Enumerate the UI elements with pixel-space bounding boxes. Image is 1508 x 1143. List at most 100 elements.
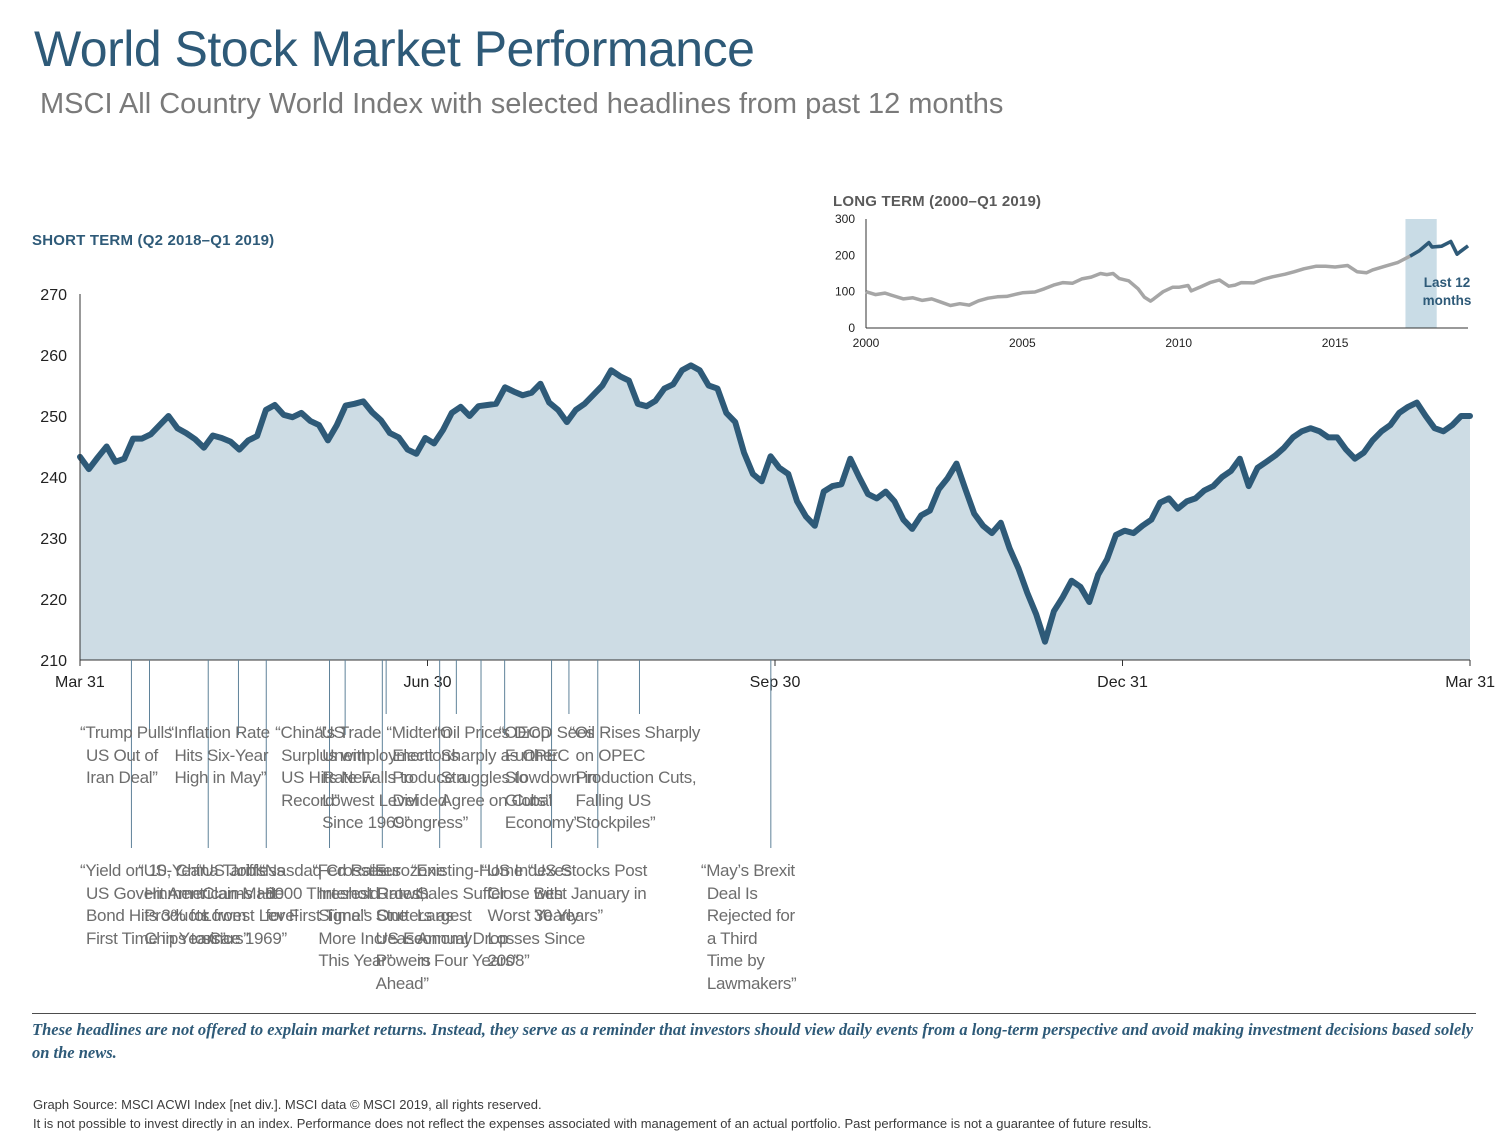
headline-text: “US Stocks Post Best January in 30 Years” xyxy=(527,860,648,928)
last-12-months-highlight xyxy=(1405,219,1437,328)
headline-line: Ahead” xyxy=(375,973,429,993)
headline-line: Lowest Level xyxy=(202,906,298,925)
headline-line: Rate Falls to xyxy=(322,768,414,787)
headline-line: for First Time” xyxy=(265,906,367,925)
headline-line: This Year” xyxy=(318,951,392,970)
headline-line: First Time in Years” xyxy=(86,928,226,948)
headline-line: Hit American-Made xyxy=(144,883,284,903)
x-tick-label: Mar 31 xyxy=(1445,674,1495,691)
inset-y-tick-label: 100 xyxy=(835,285,855,299)
inset-x-tick-label: 2005 xyxy=(1009,336,1036,350)
headline-line: Stockpiles” xyxy=(575,813,656,832)
headline-line: Worst Yearly xyxy=(487,906,580,925)
headline-line: Sharply as OPEC xyxy=(440,745,570,765)
headline-line: since 1969” xyxy=(202,928,287,948)
headline-text: “US Indexes Close with Worst Yearly Losses … xyxy=(482,860,586,973)
headline-line: Powers xyxy=(375,951,431,970)
headline-text: “Oil Prices Drop Sharply as OPEC Struggles… xyxy=(435,722,570,812)
headline-line: Stutters as xyxy=(375,906,454,925)
headline-line: Global xyxy=(504,790,553,810)
headline-line: High in May” xyxy=(174,768,267,787)
headline-line: Growth xyxy=(375,883,429,903)
headline-text: “US Jobless Claims Hit Lowest Level since 1… xyxy=(196,860,298,950)
y-tick-label: 240 xyxy=(40,470,67,487)
headline-line: on OPEC xyxy=(575,745,646,765)
headline-line: Since 1969” xyxy=(322,813,410,832)
headline-line: Congress” xyxy=(392,813,469,832)
inset-x-tick-label: 2015 xyxy=(1322,336,1349,350)
headline-line: US Economy xyxy=(375,928,473,948)
headline-line: Close with xyxy=(487,883,564,903)
headline-text: “May’s Brexit Deal Is Rejected for a Third T… xyxy=(701,860,797,995)
headline-text: “Existing-Home Sales Suffer Largest Annual … xyxy=(411,860,523,973)
headline-text: “OECD Sees Further Slowdown in Global Econom… xyxy=(499,722,597,835)
headline-line: “US xyxy=(316,723,345,742)
headline-line: Hits Six-Year xyxy=(174,745,269,765)
inset-x-tick-label: 2000 xyxy=(853,336,880,350)
headline-line: Economy” xyxy=(504,813,580,832)
headline-line: “Midterm xyxy=(386,723,451,742)
source-note: Graph Source: MSCI ACWI Index [net div.]… xyxy=(33,1097,542,1112)
inset-x-tick-label: 2010 xyxy=(1165,336,1192,350)
headline-line: Elections xyxy=(392,745,459,765)
headline-line: “US Stocks Post xyxy=(527,861,648,880)
x-tick-label: Jun 30 xyxy=(403,674,451,691)
highlight-label-line1: Last 12 xyxy=(1424,275,1471,290)
headline-line: in Four Years” xyxy=(417,951,519,970)
headline-line: Claims Hit xyxy=(202,883,277,903)
headline-line: Time by xyxy=(706,951,765,970)
short-term-label: SHORT TERM (Q2 2018–Q1 2019) xyxy=(32,232,275,249)
headline-line: 30 Years” xyxy=(533,906,603,925)
headline-line: Losses Since xyxy=(487,928,586,948)
x-tick-label: Dec 31 xyxy=(1097,674,1148,691)
headline-line: Deal Is xyxy=(706,883,758,903)
headline-text: “US, China Tariffs Hit American-Made Produ… xyxy=(138,860,284,950)
short-term-line xyxy=(77,362,1473,645)
headline-line: “Existing-Home xyxy=(411,861,523,880)
y-tick-label: 230 xyxy=(40,531,67,548)
short-term-area xyxy=(80,365,1470,660)
headline-line: “Oil Rises Sharply xyxy=(569,723,701,742)
headline-text: “Nasdaq Crosses 8000 Threshold for First T… xyxy=(260,860,387,928)
headline-line: Largest xyxy=(417,906,472,925)
headline-line: Lawmakers” xyxy=(706,973,797,993)
headline-line: Record” xyxy=(281,790,340,810)
headline-line: Bond Hits 3% for xyxy=(86,906,209,925)
headline-line: Produce a xyxy=(392,768,468,787)
headline-line: Slowdown in xyxy=(504,768,598,787)
headline-text: “Eurozone Growth Stutters as US Economy Powe… xyxy=(370,860,473,995)
inset-y-tick-label: 200 xyxy=(835,248,855,262)
headline-text: “US Unemployment Rate Falls to Lowest Level… xyxy=(316,722,433,835)
headline-line: US Hits New xyxy=(281,768,375,787)
performance-note: It is not possible to invest directly in… xyxy=(33,1116,1152,1131)
headline-text: “Oil Rises Sharply on OPEC Production Cuts… xyxy=(569,722,700,835)
headline-line: “Fed Raises xyxy=(312,861,401,880)
headline-line: Iran Deal” xyxy=(86,768,158,787)
y-tick-label: 260 xyxy=(40,348,67,365)
headline-text: “Inflation Rate Hits Six-Year High in May” xyxy=(168,722,270,790)
y-tick-label: 250 xyxy=(40,409,67,426)
headline-line: “China’s Trade xyxy=(275,723,382,742)
page-title: World Stock Market Performance xyxy=(34,21,755,77)
highlight-label-line2: months xyxy=(1423,293,1472,308)
y-tick-label: 270 xyxy=(40,287,67,304)
headline-line: Surplus with xyxy=(281,745,371,765)
long-term-line xyxy=(865,239,1470,308)
headline-line: “OECD Sees xyxy=(498,723,595,742)
headline-line: Products from xyxy=(144,906,247,925)
inset-y-tick-label: 300 xyxy=(835,212,855,226)
headline-line: Signals One xyxy=(318,906,408,925)
page-subtitle: MSCI All Country World Index with select… xyxy=(40,88,1004,120)
headline-line: Unemployment xyxy=(322,745,433,765)
headline-text: “China’s Trade Surplus with US Hits New Rec… xyxy=(275,722,381,812)
headline-line: Divided xyxy=(392,790,447,810)
headline-line: Agree on Cuts” xyxy=(440,790,551,810)
x-tick-label: Mar 31 xyxy=(55,674,105,691)
headline-line: 8000 Threshold xyxy=(265,883,380,903)
headline-line: Sales Suffer xyxy=(417,883,506,903)
headline-line: Lowest Level xyxy=(322,790,418,810)
headline-text: “Fed Raises Interest Rates, Signals One Mor… xyxy=(312,860,424,973)
headline-line: More Increase xyxy=(318,928,424,948)
headline-line: Interest Rates, xyxy=(318,883,425,903)
headline-line: Best January in xyxy=(533,883,647,903)
